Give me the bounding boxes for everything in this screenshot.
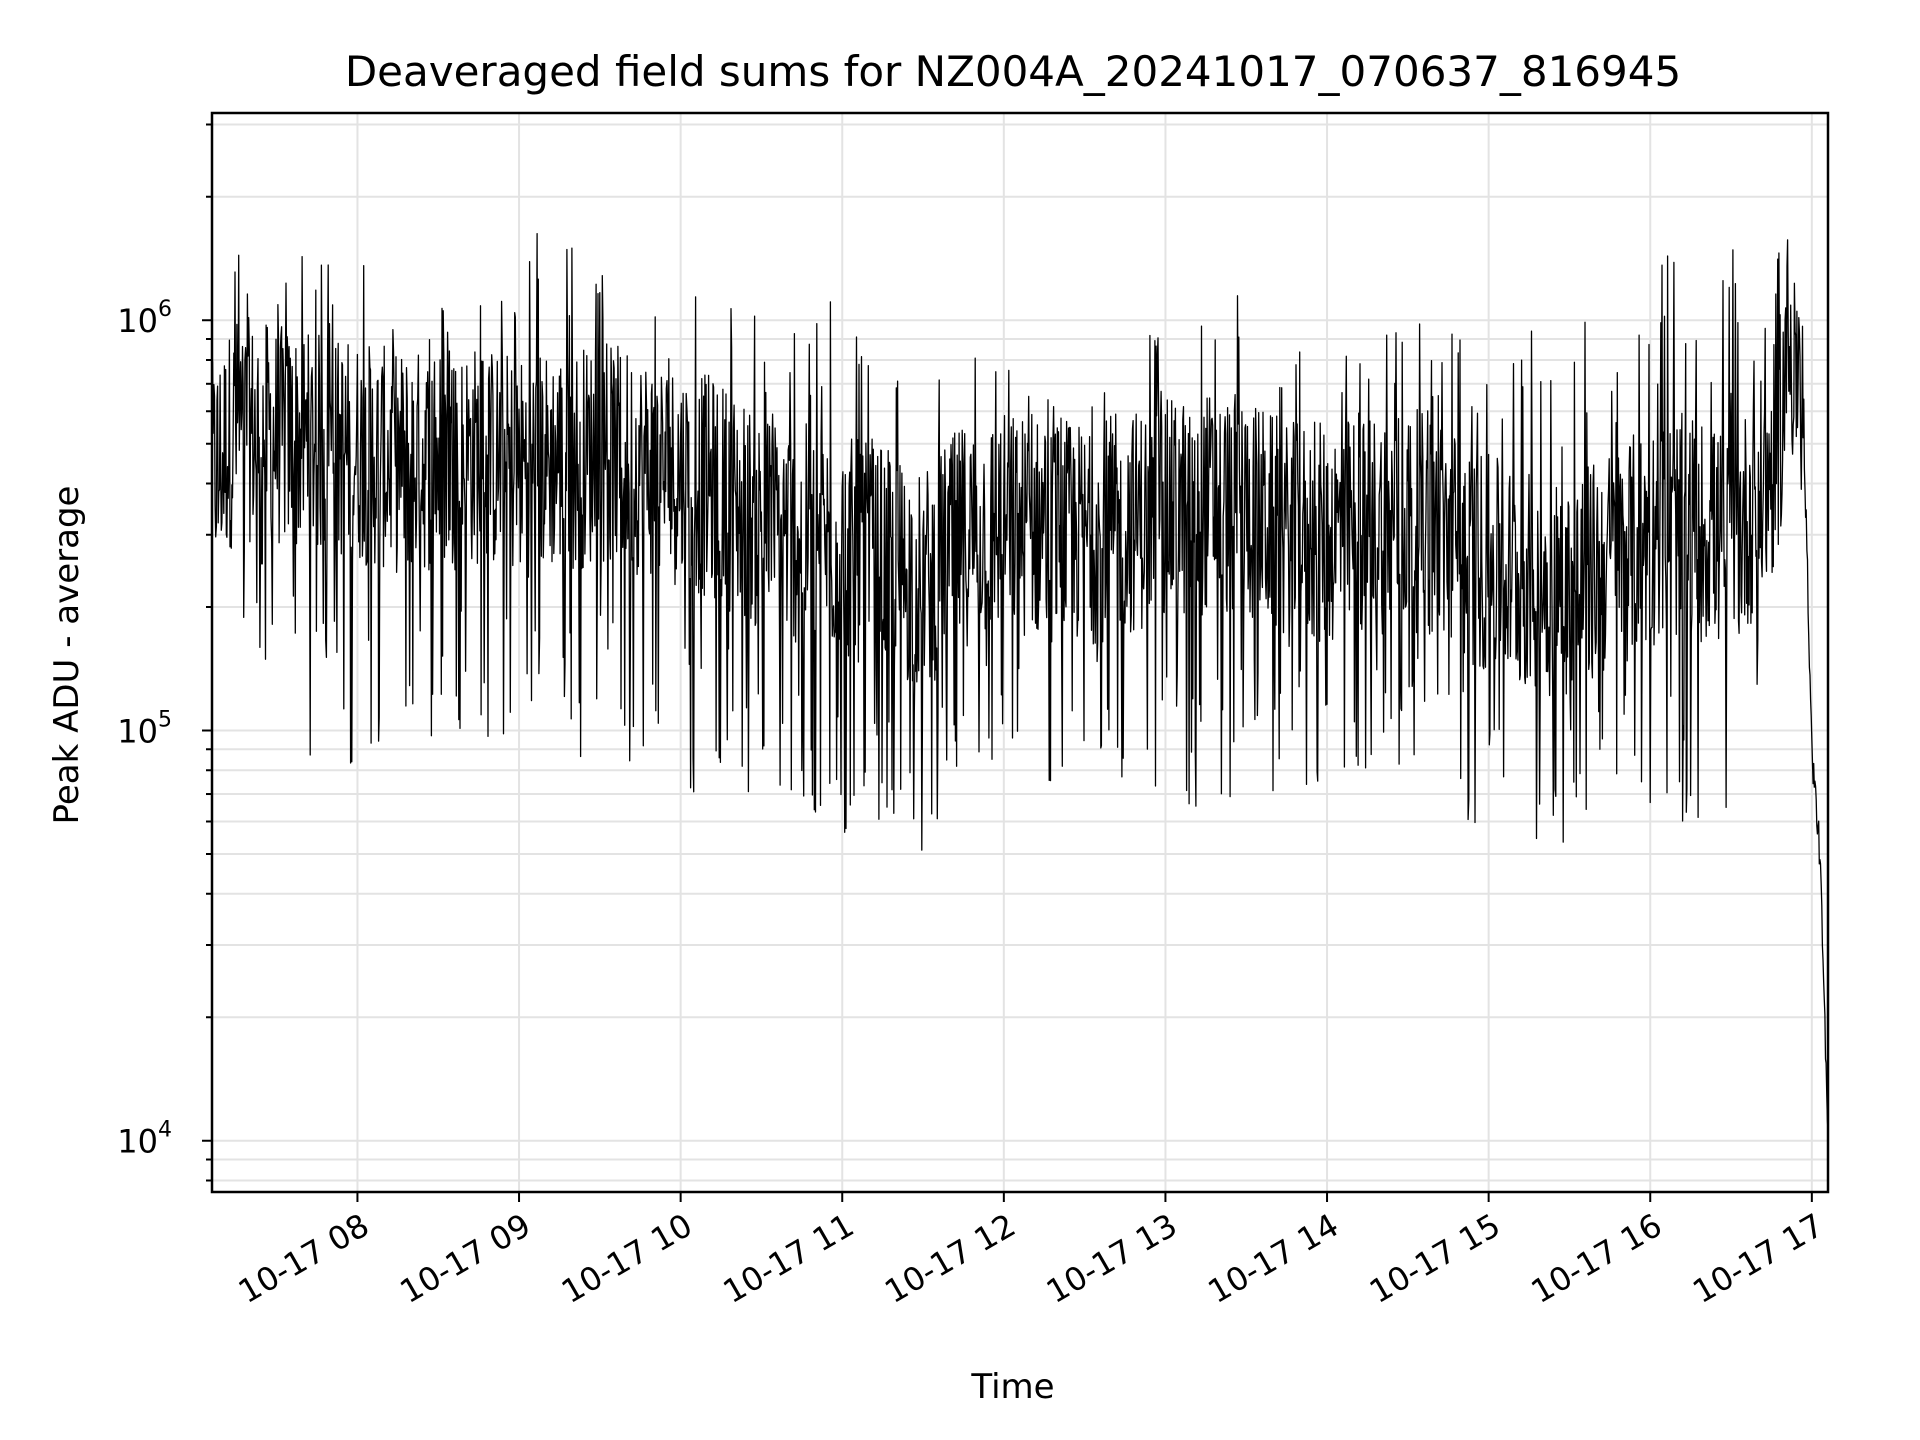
x-axis-label: Time [970, 1367, 1054, 1407]
series-line [211, 232, 1829, 1131]
y-tick-label: 104 [117, 1118, 172, 1161]
y-tick-label: 105 [117, 707, 172, 750]
chart-title: Deaveraged field sums for NZ004A_2024101… [345, 47, 1681, 96]
plot-frame [210, 111, 1830, 1194]
data-layer [211, 232, 1829, 1131]
y-axis-label: Peak ADU - average [47, 486, 87, 825]
y-tick-label: 106 [117, 297, 172, 340]
